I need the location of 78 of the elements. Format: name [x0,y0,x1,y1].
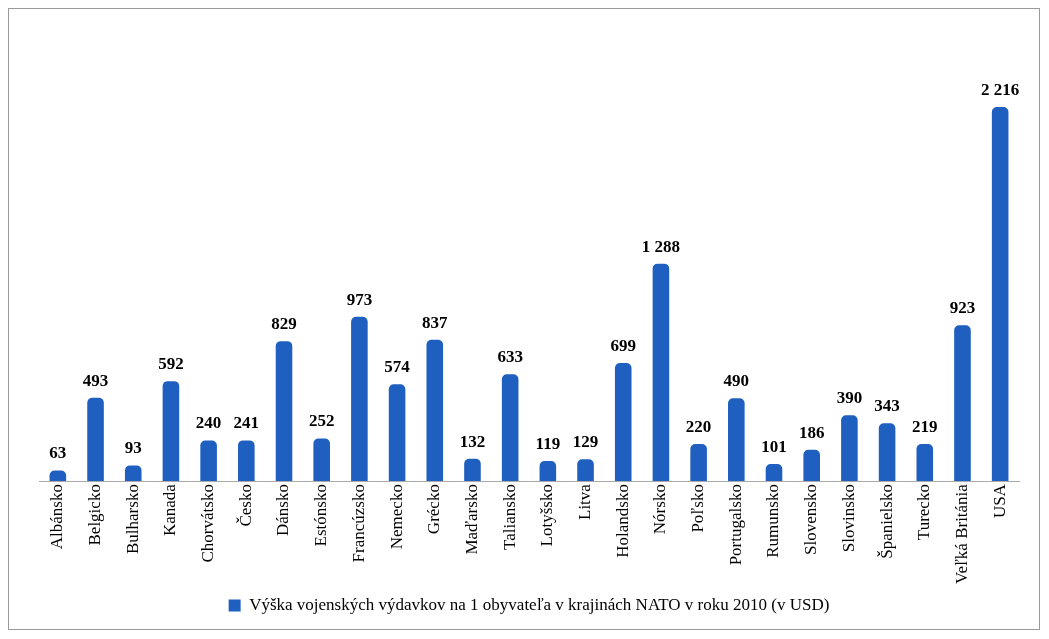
x-tick-label: Česko [235,484,255,527]
x-tick-label: Slovinsko [838,484,858,553]
x-tick-label: Slovensko [801,484,821,555]
bar [313,438,330,482]
data-label: 132 [459,431,486,451]
x-tick-label: Belgicko [85,484,105,546]
bar [200,440,217,482]
data-label: 829 [271,314,297,334]
bar [841,415,858,482]
data-label: 220 [685,416,712,436]
x-tick-label: Portugalsko [725,484,745,566]
data-label: 699 [610,335,636,355]
data-label: 390 [836,388,863,408]
bar [162,381,180,482]
bar [539,461,557,482]
data-label: 490 [723,371,750,391]
bar [916,444,934,482]
data-label: 923 [949,298,976,318]
x-tick-label: USA [989,483,1009,519]
bar [124,465,142,482]
bar [765,464,783,482]
data-label: 2 216 [981,79,1020,99]
bar [501,374,519,482]
x-tick-label: Bulharsko [122,484,142,554]
bar [728,398,745,482]
x-tick-label: Estónsko [311,484,331,547]
x-tick-label: Francúzsko [348,484,368,563]
bar [614,363,632,482]
data-label: 241 [233,413,260,433]
x-tick-label: Holandsko [612,484,632,558]
data-label: 973 [346,289,373,309]
x-tick-label: Nemecko [386,484,406,550]
bar [577,459,594,482]
x-tick-label: Grécko [424,484,444,535]
x-tick-label: Chorvátsko [198,484,218,563]
data-label: 186 [798,422,825,442]
bar [878,423,896,482]
data-label: 592 [158,354,184,374]
x-tick-label: Španielsko [876,484,896,559]
data-label: 837 [422,312,449,332]
x-tick-label: Litva [575,483,595,520]
data-label: 343 [874,396,900,416]
legend-label: Výška vojenských výdavkov na 1 obyvateľa v krajinách NATO v roku 2010 (v USD) [249,594,830,614]
x-tick-label: Veľká Británia [951,483,971,585]
x-tick-label: Nórsko [650,484,670,535]
data-label: 63 [49,443,67,463]
x-tick-label: Poľsko [688,484,708,533]
bar [87,397,104,482]
data-label: 101 [761,436,787,456]
bar [652,263,670,482]
bar [464,458,481,482]
data-label: 219 [912,417,938,437]
bar [690,443,707,482]
data-label: 93 [124,438,142,458]
x-tick-label: Lotyšsko [537,484,557,547]
x-tick-label: Taliansko [499,484,519,550]
bar [388,384,406,482]
bar [426,339,444,482]
data-label: 633 [497,347,523,367]
data-label: 1 288 [641,236,681,256]
data-label: 119 [535,433,561,453]
bar [991,106,1009,482]
x-tick-label: Albánsko [47,484,67,550]
x-tick-label: Kanada [160,483,180,537]
bar [954,325,971,482]
bar [238,440,255,482]
x-tick-label: Dánsko [273,484,293,537]
data-label: 252 [308,411,335,431]
data-label: 574 [384,357,411,377]
x-tick-label: Rumunsko [763,484,783,558]
x-tick-label: Turecko [914,484,934,541]
bar [803,449,820,482]
bar [275,341,293,482]
x-tick-label: Maďarsko [461,484,481,555]
bar [351,316,368,482]
data-label: 240 [195,413,222,433]
data-label: 129 [572,432,599,452]
data-label: 493 [82,370,109,390]
